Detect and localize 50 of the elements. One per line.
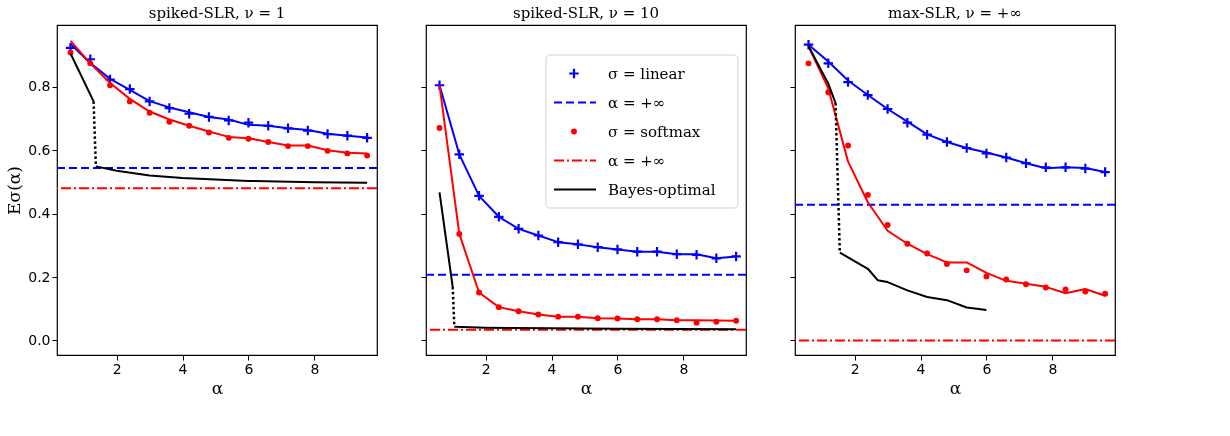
x-tick-label: 6 (982, 360, 992, 377)
chart-title: spiked-SLR, ν = 10 (512, 4, 660, 22)
x-tick-label: 2 (481, 360, 491, 377)
x-axis-title: α (949, 377, 962, 398)
point (203, 111, 215, 123)
point (436, 125, 443, 131)
x-tick-label: 8 (679, 360, 689, 377)
x-tick-label: 2 (850, 360, 860, 377)
x-tick-label: 4 (547, 360, 557, 377)
legend-label: σ = softmax (608, 122, 701, 141)
point (960, 142, 973, 154)
point (222, 114, 235, 127)
chart-title: spiked-SLR, ν = 1 (148, 4, 286, 22)
y-tick-label: 0.2 (28, 268, 51, 285)
x-tick-label: 6 (613, 360, 623, 377)
point (845, 142, 852, 149)
legend-label: α = +∞ (608, 93, 666, 112)
point (864, 191, 871, 198)
x-axis-title: α (211, 377, 224, 398)
point (552, 236, 564, 248)
point (611, 243, 624, 256)
point (730, 250, 742, 263)
point (842, 76, 854, 88)
point (963, 267, 970, 274)
y-tick-label: 0.8 (28, 78, 51, 95)
x-tick-label: 6 (244, 360, 254, 377)
x-axis-title: α (580, 377, 593, 398)
point (143, 95, 156, 108)
x-tick-label: 8 (1048, 360, 1058, 377)
y-axis-title: Eσ(α) (4, 166, 25, 215)
point (881, 103, 894, 115)
point (532, 229, 545, 242)
legend-label: σ = linear (608, 64, 686, 83)
x-tick-label: 2 (112, 360, 122, 377)
point (361, 132, 373, 144)
legend-label: α = +∞ (608, 151, 666, 170)
x-tick-label: 4 (916, 360, 926, 377)
point (1099, 166, 1111, 178)
y-tick-label: 0.4 (28, 205, 51, 222)
legend-label: Bayes-optimal (608, 180, 716, 199)
point (1062, 286, 1069, 293)
point (805, 60, 812, 67)
x-tick-label: 4 (178, 360, 188, 377)
y-tick-label: 0.0 (28, 331, 51, 348)
y-tick-label: 0.6 (28, 141, 51, 158)
chart-title: max-SLR, ν = +∞ (888, 4, 1022, 22)
point (941, 136, 953, 148)
point (473, 190, 485, 202)
x-tick-label: 8 (310, 360, 320, 377)
point (364, 152, 371, 159)
